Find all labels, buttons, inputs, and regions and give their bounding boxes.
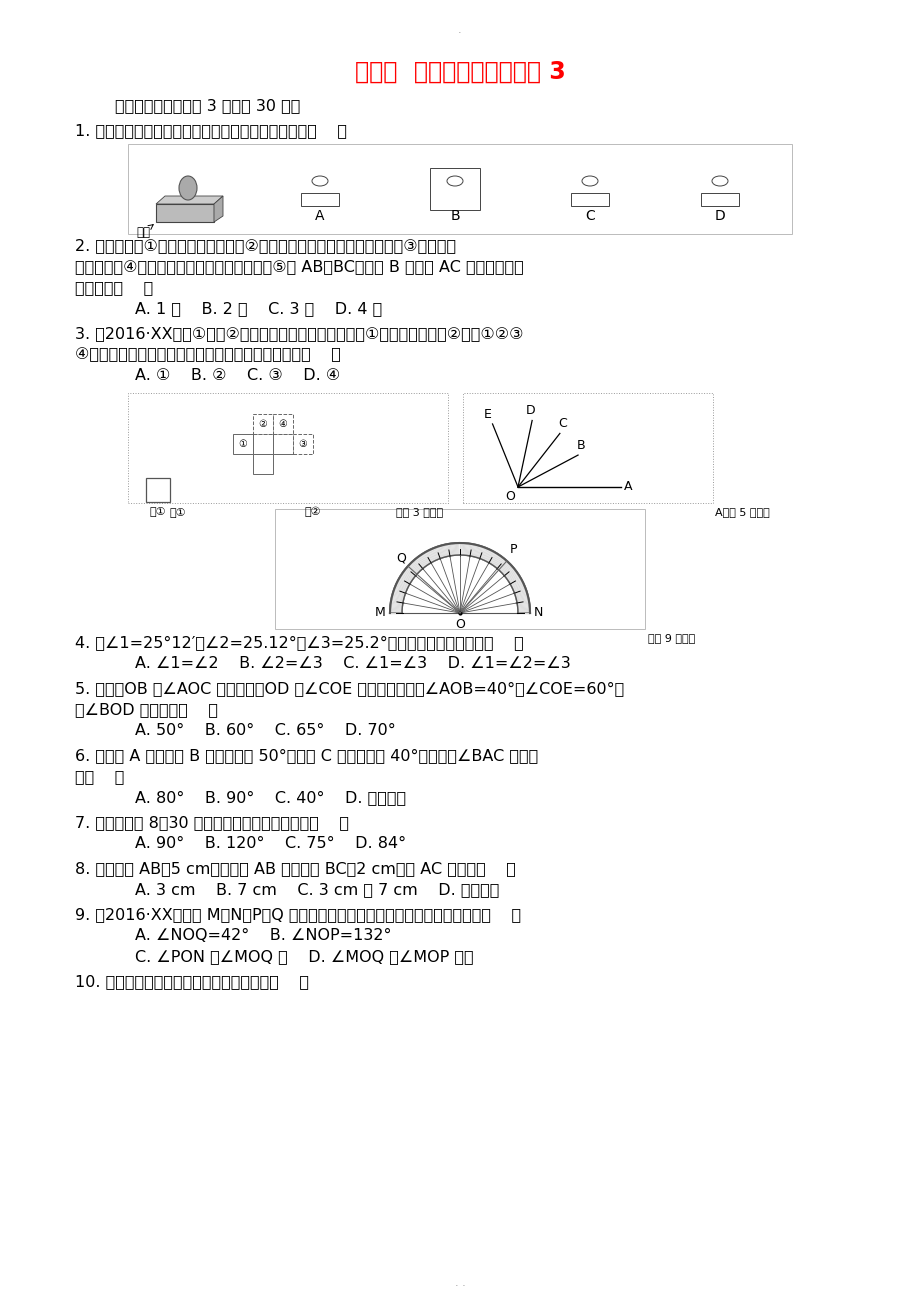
- Text: ，第 3 题图〉: ，第 3 题图〉: [395, 506, 443, 517]
- Ellipse shape: [179, 176, 197, 201]
- Bar: [429, 168, 480, 210]
- Text: ②: ②: [258, 419, 267, 428]
- Text: ，第 9 题图〉: ，第 9 题图〉: [647, 633, 695, 643]
- Bar: [233, 434, 253, 454]
- Text: C: C: [558, 418, 567, 431]
- Text: B: B: [576, 439, 584, 452]
- Ellipse shape: [447, 176, 462, 186]
- Bar: [292, 434, 312, 454]
- Text: .: .: [458, 25, 461, 35]
- Text: A: A: [315, 208, 324, 223]
- Polygon shape: [214, 197, 222, 223]
- Text: P: P: [509, 543, 516, 556]
- Bar: [253, 434, 273, 454]
- Bar: [253, 414, 273, 434]
- Bar: [301, 193, 338, 206]
- Text: 8. 已知线段 AB＝5 cm，在直线 AB 上画线段 BC＝2 cm，则 AC 的长是〈    〉: 8. 已知线段 AB＝5 cm，在直线 AB 上画线段 BC＝2 cm，则 AC…: [75, 861, 516, 876]
- Text: 5. 如图，OB 是∠AOC 的平分线，OD 是∠COE 的平分线，如果∠AOB=40°，∠COE=60°，: 5. 如图，OB 是∠AOC 的平分线，OD 是∠COE 的平分线，如果∠AOB…: [75, 681, 624, 697]
- Bar: [571, 193, 608, 206]
- Text: A，第 5 题图〉: A，第 5 题图〉: [714, 506, 769, 517]
- Text: ③: ③: [299, 439, 307, 449]
- Text: C: C: [584, 208, 595, 223]
- Ellipse shape: [312, 176, 328, 186]
- Text: A: A: [623, 480, 632, 493]
- Ellipse shape: [711, 176, 727, 186]
- FancyBboxPatch shape: [128, 393, 448, 503]
- Text: A. ①    B. ②    C. ③    D. ④: A. ① B. ② C. ③ D. ④: [135, 368, 340, 383]
- Text: 9. 〈2016·XX〉已知 M，N，P，Q 四点的位置如图所示，下列结论中，正确的是〈    〉: 9. 〈2016·XX〉已知 M，N，P，Q 四点的位置如图所示，下列结论中，正…: [75, 907, 520, 922]
- Text: 是〈    〉: 是〈 〉: [75, 769, 124, 784]
- Text: 10. 将如图所示的立方体展开得到的图形是〈    〉: 10. 将如图所示的立方体展开得到的图形是〈 〉: [75, 974, 309, 990]
- Text: ①: ①: [238, 439, 247, 449]
- Text: A. ∠NOQ=42°    B. ∠NOP=132°: A. ∠NOQ=42° B. ∠NOP=132°: [135, 928, 391, 943]
- Text: A. 50°    B. 60°    C. 65°    D. 70°: A. 50° B. 60° C. 65° D. 70°: [135, 723, 395, 738]
- Text: A. ∠1=∠2    B. ∠2=∠3    C. ∠1=∠3    D. ∠1=∠2=∠3: A. ∠1=∠2 B. ∠2=∠3 C. ∠1=∠3 D. ∠1=∠2=∠3: [135, 656, 570, 671]
- Text: 图①: 图①: [150, 506, 166, 516]
- Text: O: O: [455, 618, 464, 631]
- Text: Q: Q: [395, 551, 405, 564]
- Bar: [146, 478, 170, 503]
- Text: 1. 如下图所示的几何体，从正面看所得的平面图形是〈    〉: 1. 如下图所示的几何体，从正面看所得的平面图形是〈 〉: [75, 122, 346, 138]
- Text: 7. 时钟显示为 8：30 时，时针与分针所夹的角是〈    〉: 7. 时钟显示为 8：30 时，时针与分针所夹的角是〈 〉: [75, 815, 348, 829]
- Text: ④: ④: [278, 419, 287, 428]
- Text: 则∠BOD 的度数是〈    〉: 则∠BOD 的度数是〈 〉: [75, 702, 218, 717]
- Text: 正面: 正面: [136, 225, 153, 240]
- Text: 图①: 图①: [169, 506, 187, 517]
- Bar: [273, 414, 292, 434]
- FancyBboxPatch shape: [275, 509, 644, 629]
- Text: E: E: [483, 408, 491, 421]
- Text: . .: . .: [454, 1279, 465, 1288]
- Bar: [700, 193, 738, 206]
- Text: B: B: [449, 208, 460, 223]
- Polygon shape: [156, 197, 222, 204]
- Text: 正确的有〈    〉: 正确的有〈 〉: [75, 280, 153, 296]
- Ellipse shape: [447, 176, 462, 186]
- Text: 2. 下列说法：①两点确定一条直线；②连接两点的线段叫做两点的距离；③两点之间: 2. 下列说法：①两点确定一条直线；②连接两点的线段叫做两点的距离；③两点之间: [75, 238, 456, 253]
- Ellipse shape: [582, 176, 597, 186]
- Text: C. ∠PON 比∠MOQ 大    D. ∠MOQ 与∠MOP 互补: C. ∠PON 比∠MOQ 大 D. ∠MOQ 与∠MOP 互补: [135, 949, 473, 963]
- Text: D: D: [714, 208, 724, 223]
- Text: 线段最短；④由两条射线组成的图形叫做角；⑤若 AB＝BC，则点 B 是线段 AC 的中点．其中: 线段最短；④由两条射线组成的图形叫做角；⑤若 AB＝BC，则点 B 是线段 AC…: [75, 259, 523, 273]
- Text: 6. 一轮船 A 观测灯塔 B 在其北偏西 50°，灯塔 C 在其南偏西 40°，则此时∠BAC 的度数: 6. 一轮船 A 观测灯塔 B 在其北偏西 50°，灯塔 C 在其南偏西 40°…: [75, 749, 538, 763]
- Text: 一、选择题〈每小题 3 分，共 30 分〉: 一、选择题〈每小题 3 分，共 30 分〉: [115, 98, 300, 113]
- Text: A. 80°    B. 90°    C. 40°    D. 不能确定: A. 80° B. 90° C. 40° D. 不能确定: [135, 790, 405, 805]
- Text: ④某一位置，所组成的图形不能围成正方体的位置是〈    〉: ④某一位置，所组成的图形不能围成正方体的位置是〈 〉: [75, 348, 341, 362]
- FancyBboxPatch shape: [462, 393, 712, 503]
- Bar: [156, 204, 214, 223]
- Text: M: M: [375, 607, 386, 620]
- Text: N: N: [533, 607, 543, 620]
- Bar: [273, 434, 292, 454]
- Text: 3. 〈2016·XX〉图①和图②中所有的正方形都全等，将图①的正方形放在图②中的①②③: 3. 〈2016·XX〉图①和图②中所有的正方形都全等，将图①的正方形放在图②中…: [75, 326, 523, 341]
- Text: 4. 若∠1=25°12′，∠2=25.12°，∠3=25.2°，则下列结论正确的是〈    〉: 4. 若∠1=25°12′，∠2=25.12°，∠3=25.2°，则下列结论正确…: [75, 635, 523, 650]
- Text: A. 3 cm    B. 7 cm    C. 3 cm 或 7 cm    D. 无法确定: A. 3 cm B. 7 cm C. 3 cm 或 7 cm D. 无法确定: [135, 881, 499, 897]
- FancyBboxPatch shape: [128, 145, 791, 234]
- Text: 图②: 图②: [304, 506, 321, 517]
- Text: A. 90°    B. 120°    C. 75°    D. 84°: A. 90° B. 120° C. 75° D. 84°: [135, 836, 405, 852]
- Text: 第四章  几何图形初步周周测 3: 第四章 几何图形初步周周测 3: [354, 60, 565, 85]
- Text: D: D: [525, 405, 534, 418]
- Text: O: O: [505, 490, 515, 503]
- Text: A. 1 个    B. 2 个    C. 3 个    D. 4 个: A. 1 个 B. 2 个 C. 3 个 D. 4 个: [135, 301, 381, 316]
- Bar: [436, 193, 473, 206]
- Bar: [253, 454, 273, 474]
